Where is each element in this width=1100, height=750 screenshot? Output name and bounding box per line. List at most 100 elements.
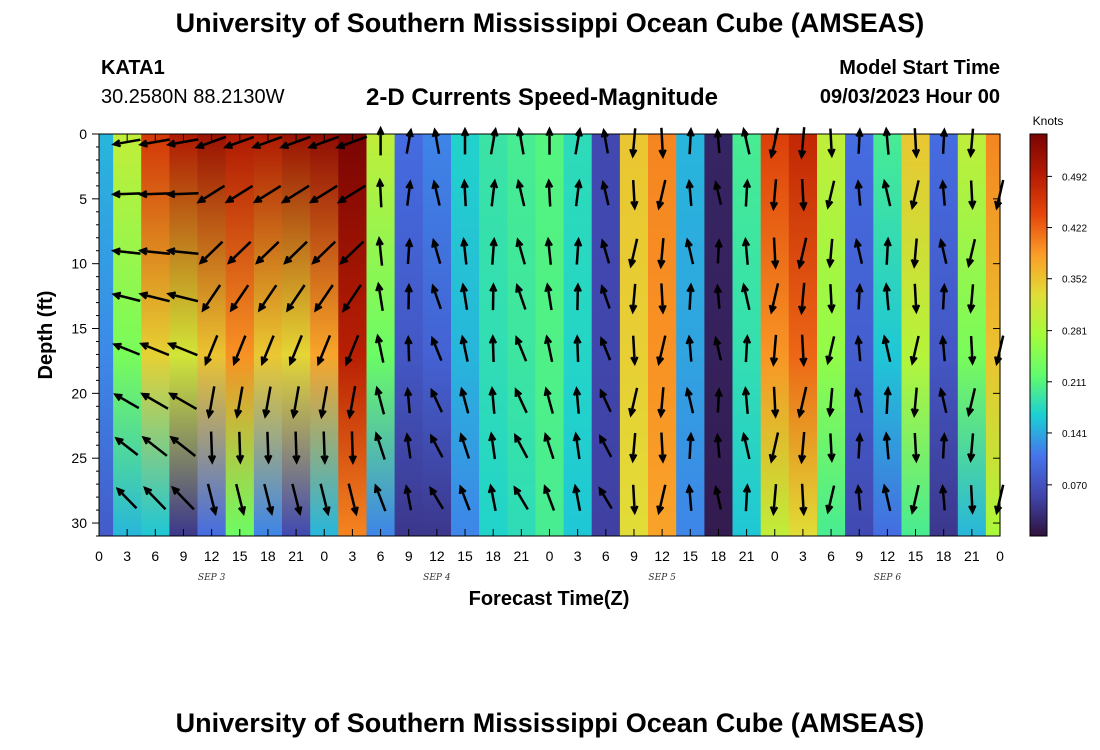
current-vector-shaft — [407, 337, 411, 362]
current-vector-shaft — [660, 283, 665, 312]
current-vector-head — [204, 356, 212, 367]
current-vector-shaft — [714, 487, 723, 510]
current-vector-head — [768, 304, 777, 315]
current-vector-head — [685, 483, 694, 494]
current-vector-shaft — [716, 286, 721, 309]
current-vector-shaft — [629, 238, 639, 266]
current-vector-shaft — [375, 388, 386, 415]
current-vector-head — [201, 303, 210, 313]
current-vector-head — [854, 179, 863, 190]
y-tick-label: 20 — [71, 385, 87, 401]
current-vector-head — [599, 434, 607, 444]
current-vector-head — [882, 431, 891, 442]
current-vector-shaft — [142, 436, 168, 457]
current-vector-head — [224, 195, 235, 204]
current-vector-shaft — [115, 437, 139, 456]
current-vector-head — [171, 485, 181, 495]
current-vector-shaft — [516, 239, 527, 265]
current-vector-head — [544, 236, 553, 247]
current-vector-shaft — [490, 181, 496, 207]
current-vector-head — [881, 178, 890, 189]
current-vector-shaft — [544, 388, 555, 414]
current-vector-head — [280, 195, 291, 204]
current-vector-shaft — [826, 180, 836, 208]
current-vector-shaft — [941, 486, 946, 511]
current-vector-shaft — [941, 337, 946, 362]
current-vector-shaft — [829, 128, 834, 156]
current-vector-shaft — [514, 389, 528, 414]
current-vector-head — [196, 195, 206, 204]
current-vector-shaft — [686, 389, 695, 414]
current-vector-head — [740, 282, 750, 293]
x-tick-label: 21 — [964, 548, 980, 564]
current-vector-head — [630, 505, 639, 516]
current-vector-shaft — [226, 184, 254, 203]
current-vector-shaft — [856, 181, 862, 206]
current-vector-shaft — [169, 392, 198, 410]
current-vector-shaft — [168, 192, 199, 196]
current-vector-head — [543, 334, 553, 345]
current-vector-head — [489, 178, 499, 189]
y-tick-label: 10 — [71, 256, 87, 272]
current-vector-head — [350, 506, 359, 517]
colorbar-tick-label: 0.211 — [1062, 378, 1087, 389]
current-vector-shaft — [261, 335, 275, 364]
heatmap-column — [507, 134, 537, 536]
current-vector-head — [165, 139, 176, 148]
current-vector-head — [290, 409, 299, 420]
current-vector-head — [799, 506, 808, 517]
current-vector-head — [488, 334, 498, 344]
current-vector-shaft — [513, 487, 529, 511]
current-vector-shaft — [490, 434, 497, 460]
x-tick-label: 18 — [936, 548, 952, 564]
current-vector-head — [460, 237, 469, 247]
current-vector-shaft — [406, 182, 412, 206]
current-vector-shaft — [885, 388, 890, 414]
current-vector-head — [656, 505, 665, 516]
current-vector-shaft — [291, 483, 302, 514]
date-label: SEP 6 — [874, 573, 902, 583]
current-vector-head — [629, 453, 638, 464]
x-tick-label: 0 — [95, 548, 103, 564]
current-vector-shaft — [657, 484, 667, 513]
heatmap-column — [985, 134, 1001, 536]
current-vector-head — [825, 199, 834, 210]
current-vector-shaft — [431, 285, 442, 310]
current-vector-shaft — [491, 239, 496, 265]
current-vector-shaft — [744, 239, 749, 265]
colorbar-tick-label: 0.492 — [1062, 172, 1087, 183]
current-vector-head — [344, 356, 353, 367]
x-tick-label: 12 — [880, 548, 896, 564]
current-vector-shaft — [113, 293, 141, 303]
current-vector-shaft — [941, 434, 946, 459]
current-vector-shaft — [913, 283, 918, 312]
heatmap-column — [113, 134, 142, 536]
current-vector-head — [459, 432, 467, 443]
current-vector-head — [911, 453, 921, 464]
current-vector-shaft — [170, 436, 197, 457]
current-vector-shaft — [600, 286, 611, 309]
current-vector-shaft — [826, 336, 836, 363]
x-tick-label: 3 — [349, 548, 357, 564]
current-vector-shaft — [461, 337, 469, 362]
current-vector-head — [574, 178, 583, 189]
current-vector-shaft — [631, 180, 636, 208]
current-vector-shaft — [406, 389, 411, 414]
current-vector-shaft — [461, 285, 469, 310]
current-vector-head — [967, 303, 976, 314]
current-vector-head — [138, 139, 148, 148]
current-vector-head — [713, 484, 722, 495]
colorbar: Knots 0.070 0.141 0.211 0.281 0.352 0.422 0.49… — [1029, 114, 1087, 537]
x-tick-label: 18 — [485, 548, 501, 564]
current-vector-shaft — [345, 334, 360, 365]
colorbar-tick-label: 0.141 — [1062, 429, 1087, 440]
current-vector-head — [229, 302, 239, 313]
current-vector-head — [209, 506, 218, 517]
current-vector-shaft — [744, 485, 749, 512]
current-vector-shaft — [716, 130, 721, 154]
current-vector-shaft — [254, 184, 282, 203]
current-vector-head — [113, 393, 123, 402]
current-vector-head — [658, 454, 667, 464]
current-vector-head — [966, 407, 975, 418]
current-vector-head — [968, 200, 977, 211]
